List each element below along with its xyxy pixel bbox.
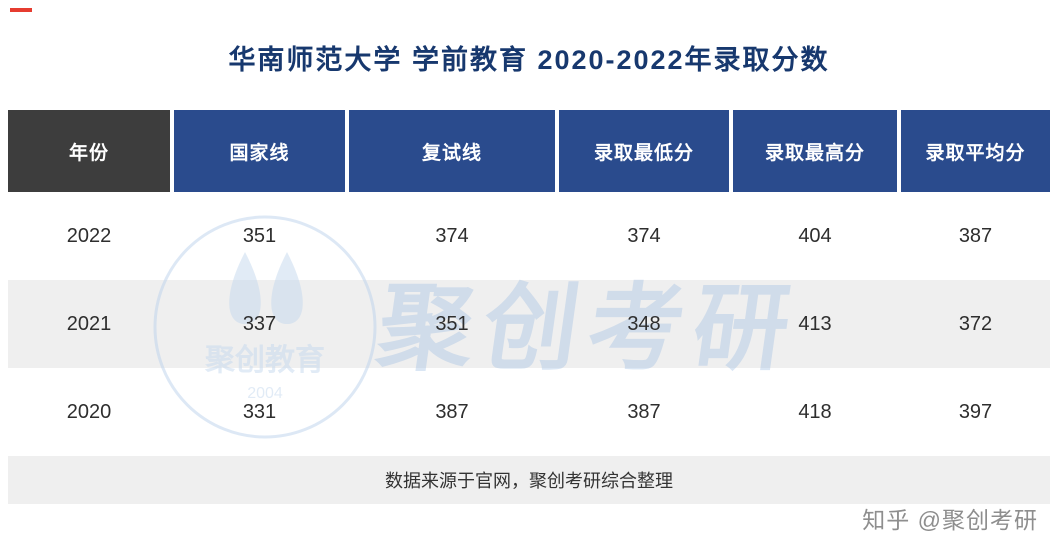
score-cell: 387 [435,400,469,423]
score-cell: 331 [242,400,277,423]
score-cell: 404 [798,224,832,247]
header-cell-max-score: 录取最高分 [733,110,897,192]
year-cell: 2022 [66,224,112,247]
zhihu-credit: 知乎 @聚创考研 [862,507,1038,533]
score-cell: 374 [627,224,661,247]
score-cell: 372 [958,312,993,335]
table-footnote: 数据来源于官网，聚创考研综合整理 [8,456,1050,504]
score-cell: 397 [958,400,993,423]
header-cell-avg-score: 录取平均分 [901,110,1050,192]
table-row: 2020 331 387 387 418 397 [8,368,1050,456]
score-cell: 351 [435,312,469,335]
year-cell: 2021 [66,312,112,335]
score-cell: 387 [958,224,993,247]
score-cell: 374 [435,224,469,247]
table-row: 2021 337 351 348 413 372 [8,280,1050,368]
score-cell: 418 [798,400,832,423]
score-cell: 413 [798,312,832,335]
score-cell: 387 [627,400,661,423]
corner-dash [10,8,32,12]
score-cell: 348 [627,312,661,335]
header-cell-min-score: 录取最低分 [559,110,729,192]
header-cell-retest-line: 复试线 [349,110,555,192]
year-cell: 2020 [66,400,112,423]
page-title: 华南师范大学 学前教育 2020-2022年录取分数 [228,45,830,75]
header-cell-national-line: 国家线 [174,110,345,192]
score-cell: 337 [242,312,277,335]
admission-table: 年份 国家线 复试线 录取最低分 录取最高分 录取平均分 2022 351 37… [8,110,1050,504]
table-header-row: 年份 国家线 复试线 录取最低分 录取最高分 录取平均分 [8,110,1050,192]
score-cell: 351 [242,224,277,247]
header-cell-year: 年份 [8,110,170,192]
table-row: 2022 351 374 374 404 387 [8,192,1050,280]
